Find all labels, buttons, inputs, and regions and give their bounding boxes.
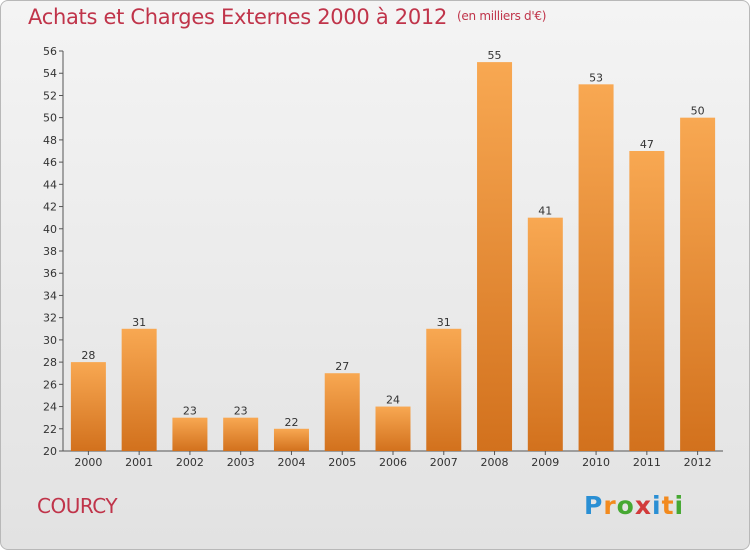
bar [477,62,513,451]
bar [121,328,157,451]
bar [629,151,665,451]
chart-title: Achats et Charges Externes 2000 à 2012 (e… [28,5,547,29]
y-tick-label: 48 [43,134,57,147]
bar [324,373,360,451]
bar [70,362,106,451]
y-tick-label: 50 [43,112,57,125]
y-tick-label: 54 [43,67,57,80]
y-tick-label: 56 [43,45,57,58]
data-label: 41 [538,205,552,218]
y-tick-label: 32 [43,312,57,325]
x-tick-label: 2000 [74,456,102,469]
x-tick-label: 2008 [481,456,509,469]
data-label: 27 [335,360,349,373]
x-tick-label: 2002 [176,456,204,469]
data-label: 31 [437,316,451,329]
data-label: 50 [691,105,705,118]
data-label: 22 [284,416,298,429]
logo-letter: i [652,491,662,520]
logo-letter: P [584,491,604,520]
data-label: 23 [234,405,248,418]
data-label: 28 [81,349,95,362]
y-tick-label: 28 [43,356,57,369]
y-tick-label: 38 [43,245,57,258]
bars: 28 31 23 23 22 27 24 31 55 41 53 47 50 [70,49,716,452]
proxiti-logo[interactable]: Proxiti [584,491,684,520]
data-label: 31 [132,316,146,329]
data-label: 55 [488,49,502,62]
x-tick-label: 2007 [430,456,458,469]
x-tick-label: 2005 [328,456,356,469]
x-tick-label: 2001 [125,456,153,469]
y-tick-label: 20 [43,445,57,458]
x-tick-label: 2003 [227,456,255,469]
y-tick-label: 22 [43,423,57,436]
x-tick-label: 2010 [582,456,610,469]
data-label: 24 [386,394,400,407]
y-tick-label: 26 [43,378,57,391]
logo-letter: x [634,491,652,520]
y-tick-label: 40 [43,223,57,236]
y-tick-label: 44 [43,178,57,191]
x-tick-label: 2011 [633,456,661,469]
chart-subtitle: (en milliers d'€) [457,9,547,23]
bar [172,417,208,451]
bar [527,217,563,451]
x-tick-label: 2012 [684,456,712,469]
y-tick-label: 24 [43,401,57,414]
y-tick-label: 42 [43,201,57,214]
bar [680,117,716,452]
logo-letter: r [603,491,617,520]
logo-letter: i [674,491,685,520]
data-label: 53 [589,71,603,84]
y-tick-label: 36 [43,267,57,280]
bar [223,417,259,451]
bar [375,406,411,451]
bar [273,428,309,451]
y-tick-label: 34 [43,289,57,302]
y-tick-label: 30 [43,334,57,347]
y-tick-label: 52 [43,89,57,102]
axes: 20 22 24 26 28 30 32 34 36 38 40 42 44 46 48 50 52 54 56 20… [43,45,723,469]
y-tick-label: 46 [43,156,57,169]
x-tick-label: 2006 [379,456,407,469]
x-tick-label: 2009 [531,456,559,469]
data-label: 47 [640,138,654,151]
bar [578,84,614,451]
logo-letter: t [661,491,675,520]
data-label: 23 [183,405,197,418]
bar [426,328,462,451]
logo-letter: o [616,491,635,520]
x-tick-label: 2004 [277,456,305,469]
commune-name: COURCY [37,494,118,518]
